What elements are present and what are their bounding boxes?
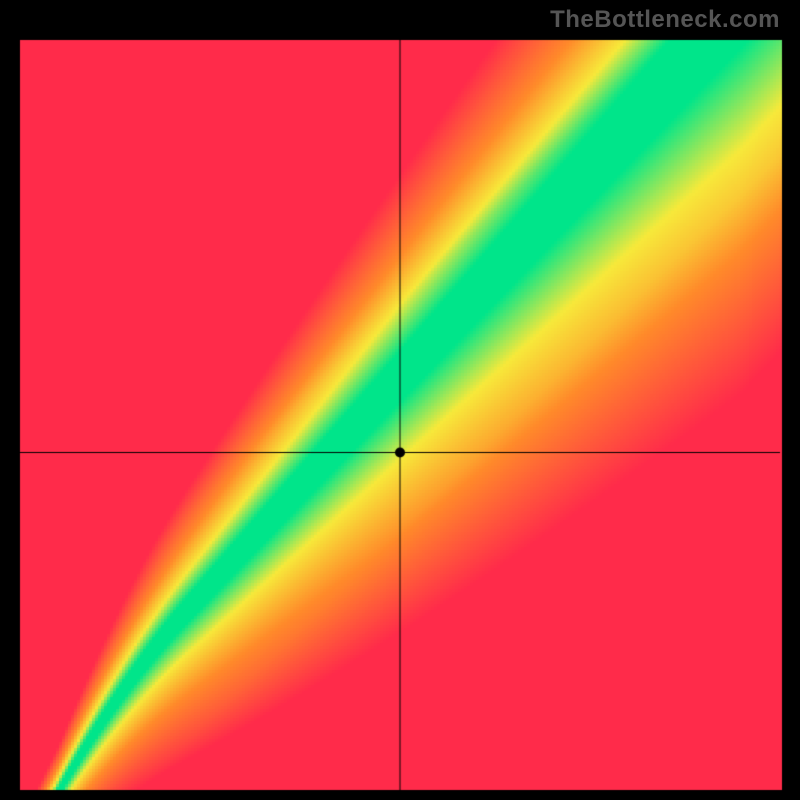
bottleneck-heatmap: [0, 0, 800, 800]
watermark-text: TheBottleneck.com: [550, 6, 780, 34]
